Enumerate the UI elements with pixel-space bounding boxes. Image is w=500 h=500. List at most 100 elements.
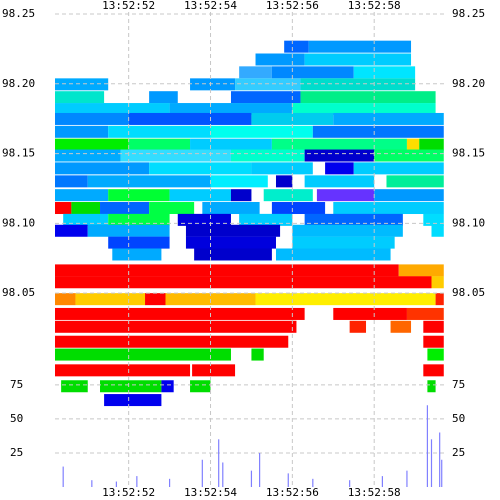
heat-cell (55, 335, 289, 348)
heat-cell (210, 175, 268, 188)
x-tick-label: 13:52:56 (266, 0, 319, 12)
heat-cell (353, 162, 444, 175)
heat-cell (275, 248, 391, 261)
heat-cell (308, 40, 412, 53)
heat-cell (423, 213, 444, 226)
y-tick-label: 50 (452, 412, 465, 425)
heat-cell (284, 40, 309, 53)
heat-cell (128, 138, 191, 151)
heat-cell (149, 91, 178, 104)
heat-cell (55, 175, 88, 188)
heat-cell (210, 125, 313, 138)
x-tick-label: 13:52:58 (348, 0, 401, 12)
heat-cell (239, 213, 293, 226)
heat-cell (55, 276, 432, 289)
heat-cell (255, 53, 305, 66)
heat-cell (333, 202, 444, 215)
x-tick-label: 13:52:56 (266, 486, 319, 499)
y-tick-label: 98.15 (452, 147, 485, 160)
heat-cell (192, 364, 236, 377)
heat-cell (169, 189, 231, 202)
y-tick-label: 98.25 (452, 7, 485, 20)
y-tick-label: 50 (10, 412, 23, 425)
heat-cell (300, 78, 416, 91)
heat-cell (55, 224, 88, 237)
heat-cell (145, 293, 166, 306)
x-tick-label: 13:52:52 (102, 0, 155, 12)
heat-cell (87, 175, 211, 188)
heat-cell (423, 335, 444, 348)
heat-cell (190, 138, 272, 151)
x-tick-label: 13:52:58 (348, 486, 401, 499)
heat-cell (185, 224, 281, 237)
heat-cell (75, 293, 146, 306)
heat-cell (333, 112, 444, 125)
heat-cell (100, 202, 150, 215)
heat-cell (423, 320, 444, 333)
heat-cell (230, 91, 301, 104)
heat-cell (61, 380, 88, 393)
heat-cell (230, 189, 252, 202)
heat-cell (271, 202, 326, 215)
heat-cell (112, 248, 162, 261)
heat-cell (55, 91, 105, 104)
y-tick-label: 98.05 (452, 286, 485, 299)
heat-cell (239, 66, 272, 79)
heat-cell (63, 213, 109, 226)
heat-cell (304, 213, 403, 226)
heat-cell (263, 189, 313, 202)
heat-cell (55, 293, 76, 306)
heat-cell (423, 364, 444, 377)
heat-cell (55, 320, 297, 333)
heat-cell (374, 189, 444, 202)
heat-cell (71, 202, 101, 215)
y-tick-label: 75 (10, 378, 23, 391)
heat-cell (431, 224, 444, 237)
heat-cell (149, 202, 195, 215)
heat-cell (120, 149, 231, 162)
heat-cell (108, 189, 170, 202)
heat-cell (128, 112, 252, 125)
heat-cell (374, 149, 444, 162)
y-tick-label: 25 (10, 446, 23, 459)
heat-cell (386, 175, 444, 188)
x-tick-label: 13:52:54 (184, 486, 237, 499)
heat-cell (431, 276, 444, 289)
heat-cell (316, 189, 375, 202)
heat-cell (108, 213, 170, 226)
heat-cell (55, 307, 305, 320)
y-tick-label: 98.20 (452, 77, 485, 90)
heat-cell (149, 162, 252, 175)
heat-cell (292, 236, 395, 249)
heat-cell (230, 149, 305, 162)
heat-cell (406, 138, 420, 151)
y-tick-label: 98.20 (2, 77, 35, 90)
heat-cell (55, 264, 399, 277)
heat-cell (190, 380, 211, 393)
heat-cell (390, 320, 412, 333)
heat-cell (55, 162, 150, 175)
heat-cell (292, 224, 403, 237)
y-tick-label: 98.25 (2, 7, 35, 20)
heat-cell (55, 364, 191, 377)
heat-cell (108, 236, 170, 249)
heat-cell (55, 112, 129, 125)
heat-cell (251, 348, 264, 361)
y-tick-label: 25 (452, 446, 465, 459)
heat-cell (325, 162, 354, 175)
heat-cell (398, 264, 444, 277)
heat-cell (55, 149, 121, 162)
heat-cell (185, 236, 276, 249)
heat-cell (161, 380, 174, 393)
heat-cell (406, 307, 444, 320)
heat-cell (108, 125, 211, 138)
heat-cell (55, 189, 109, 202)
heat-cell (333, 307, 407, 320)
heat-cell (55, 202, 72, 215)
heat-cell (304, 175, 375, 188)
x-tick-label: 13:52:52 (102, 486, 155, 499)
heat-cell (251, 162, 313, 175)
heat-cell (235, 78, 301, 91)
heat-cell (100, 380, 162, 393)
